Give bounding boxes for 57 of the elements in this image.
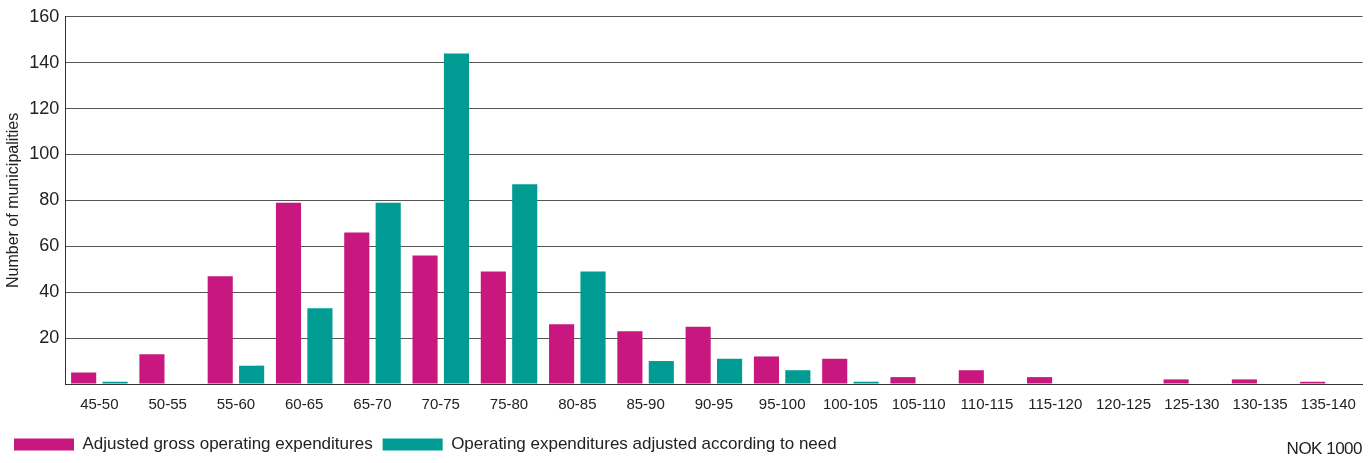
x-tick-label: 110-115 bbox=[960, 395, 1014, 413]
x-tick-label: 120-125 bbox=[1096, 395, 1152, 413]
x-tick-label: 65-70 bbox=[353, 395, 392, 413]
legend-label: Operating expenditures adjusted according to need bbox=[451, 434, 837, 454]
bar bbox=[617, 331, 643, 384]
x-axis-title: NOK 1000 bbox=[1286, 439, 1362, 459]
y-tick-label: 40 bbox=[39, 281, 60, 302]
x-tick-label: 105-110 bbox=[891, 395, 946, 413]
x-tick-label: 115-120 bbox=[1028, 395, 1083, 413]
y-tick-label: 160 bbox=[29, 5, 60, 26]
bar bbox=[890, 377, 916, 384]
x-tick-label: 70-75 bbox=[421, 395, 460, 413]
bar bbox=[958, 370, 984, 384]
bar bbox=[1231, 379, 1257, 384]
bar bbox=[785, 370, 811, 384]
bar bbox=[753, 356, 780, 384]
y-tick-label: 120 bbox=[29, 97, 60, 118]
bar bbox=[375, 202, 401, 384]
bar bbox=[443, 53, 470, 384]
bar bbox=[307, 308, 333, 384]
bar bbox=[1163, 379, 1189, 384]
x-tick-label: 90-95 bbox=[694, 395, 734, 413]
bar bbox=[412, 255, 438, 384]
x-tick-label: 85-90 bbox=[626, 395, 665, 413]
x-tick-label: 135-140 bbox=[1300, 395, 1356, 413]
y-tick-label: 60 bbox=[39, 235, 60, 256]
bar bbox=[1026, 377, 1053, 384]
x-tick-label: 60-65 bbox=[285, 395, 324, 413]
x-tick-label: 130-135 bbox=[1232, 395, 1288, 413]
x-tick-label: 75-80 bbox=[489, 395, 529, 413]
x-tick-label: 45-50 bbox=[80, 395, 119, 413]
bar bbox=[139, 354, 165, 384]
bar bbox=[580, 271, 606, 384]
bar bbox=[275, 202, 302, 384]
bar bbox=[648, 361, 674, 384]
bar bbox=[207, 276, 233, 384]
y-tick-label: 100 bbox=[29, 143, 60, 164]
y-tick-label: 20 bbox=[39, 327, 60, 348]
bar bbox=[717, 358, 743, 384]
bar bbox=[239, 365, 265, 384]
x-tick-label: 95-100 bbox=[758, 395, 806, 413]
bar bbox=[344, 232, 370, 384]
bar bbox=[512, 184, 538, 384]
y-tick-label: 140 bbox=[29, 51, 60, 72]
legend-label: Adjusted gross operating expenditures bbox=[82, 434, 373, 454]
bar bbox=[480, 271, 506, 384]
x-tick-label: 125-130 bbox=[1164, 395, 1220, 413]
bar bbox=[822, 358, 848, 384]
bar bbox=[549, 324, 575, 384]
bar bbox=[685, 326, 711, 384]
y-tick-label: 80 bbox=[39, 189, 60, 210]
x-tick-label: 50-55 bbox=[148, 395, 187, 413]
x-tick-label: 100-105 bbox=[822, 395, 878, 413]
x-tick-label: 55-60 bbox=[216, 395, 256, 413]
x-tick-label: 80-85 bbox=[558, 395, 597, 413]
bar bbox=[71, 372, 97, 384]
y-axis-title: Number of municipalities bbox=[4, 112, 22, 288]
